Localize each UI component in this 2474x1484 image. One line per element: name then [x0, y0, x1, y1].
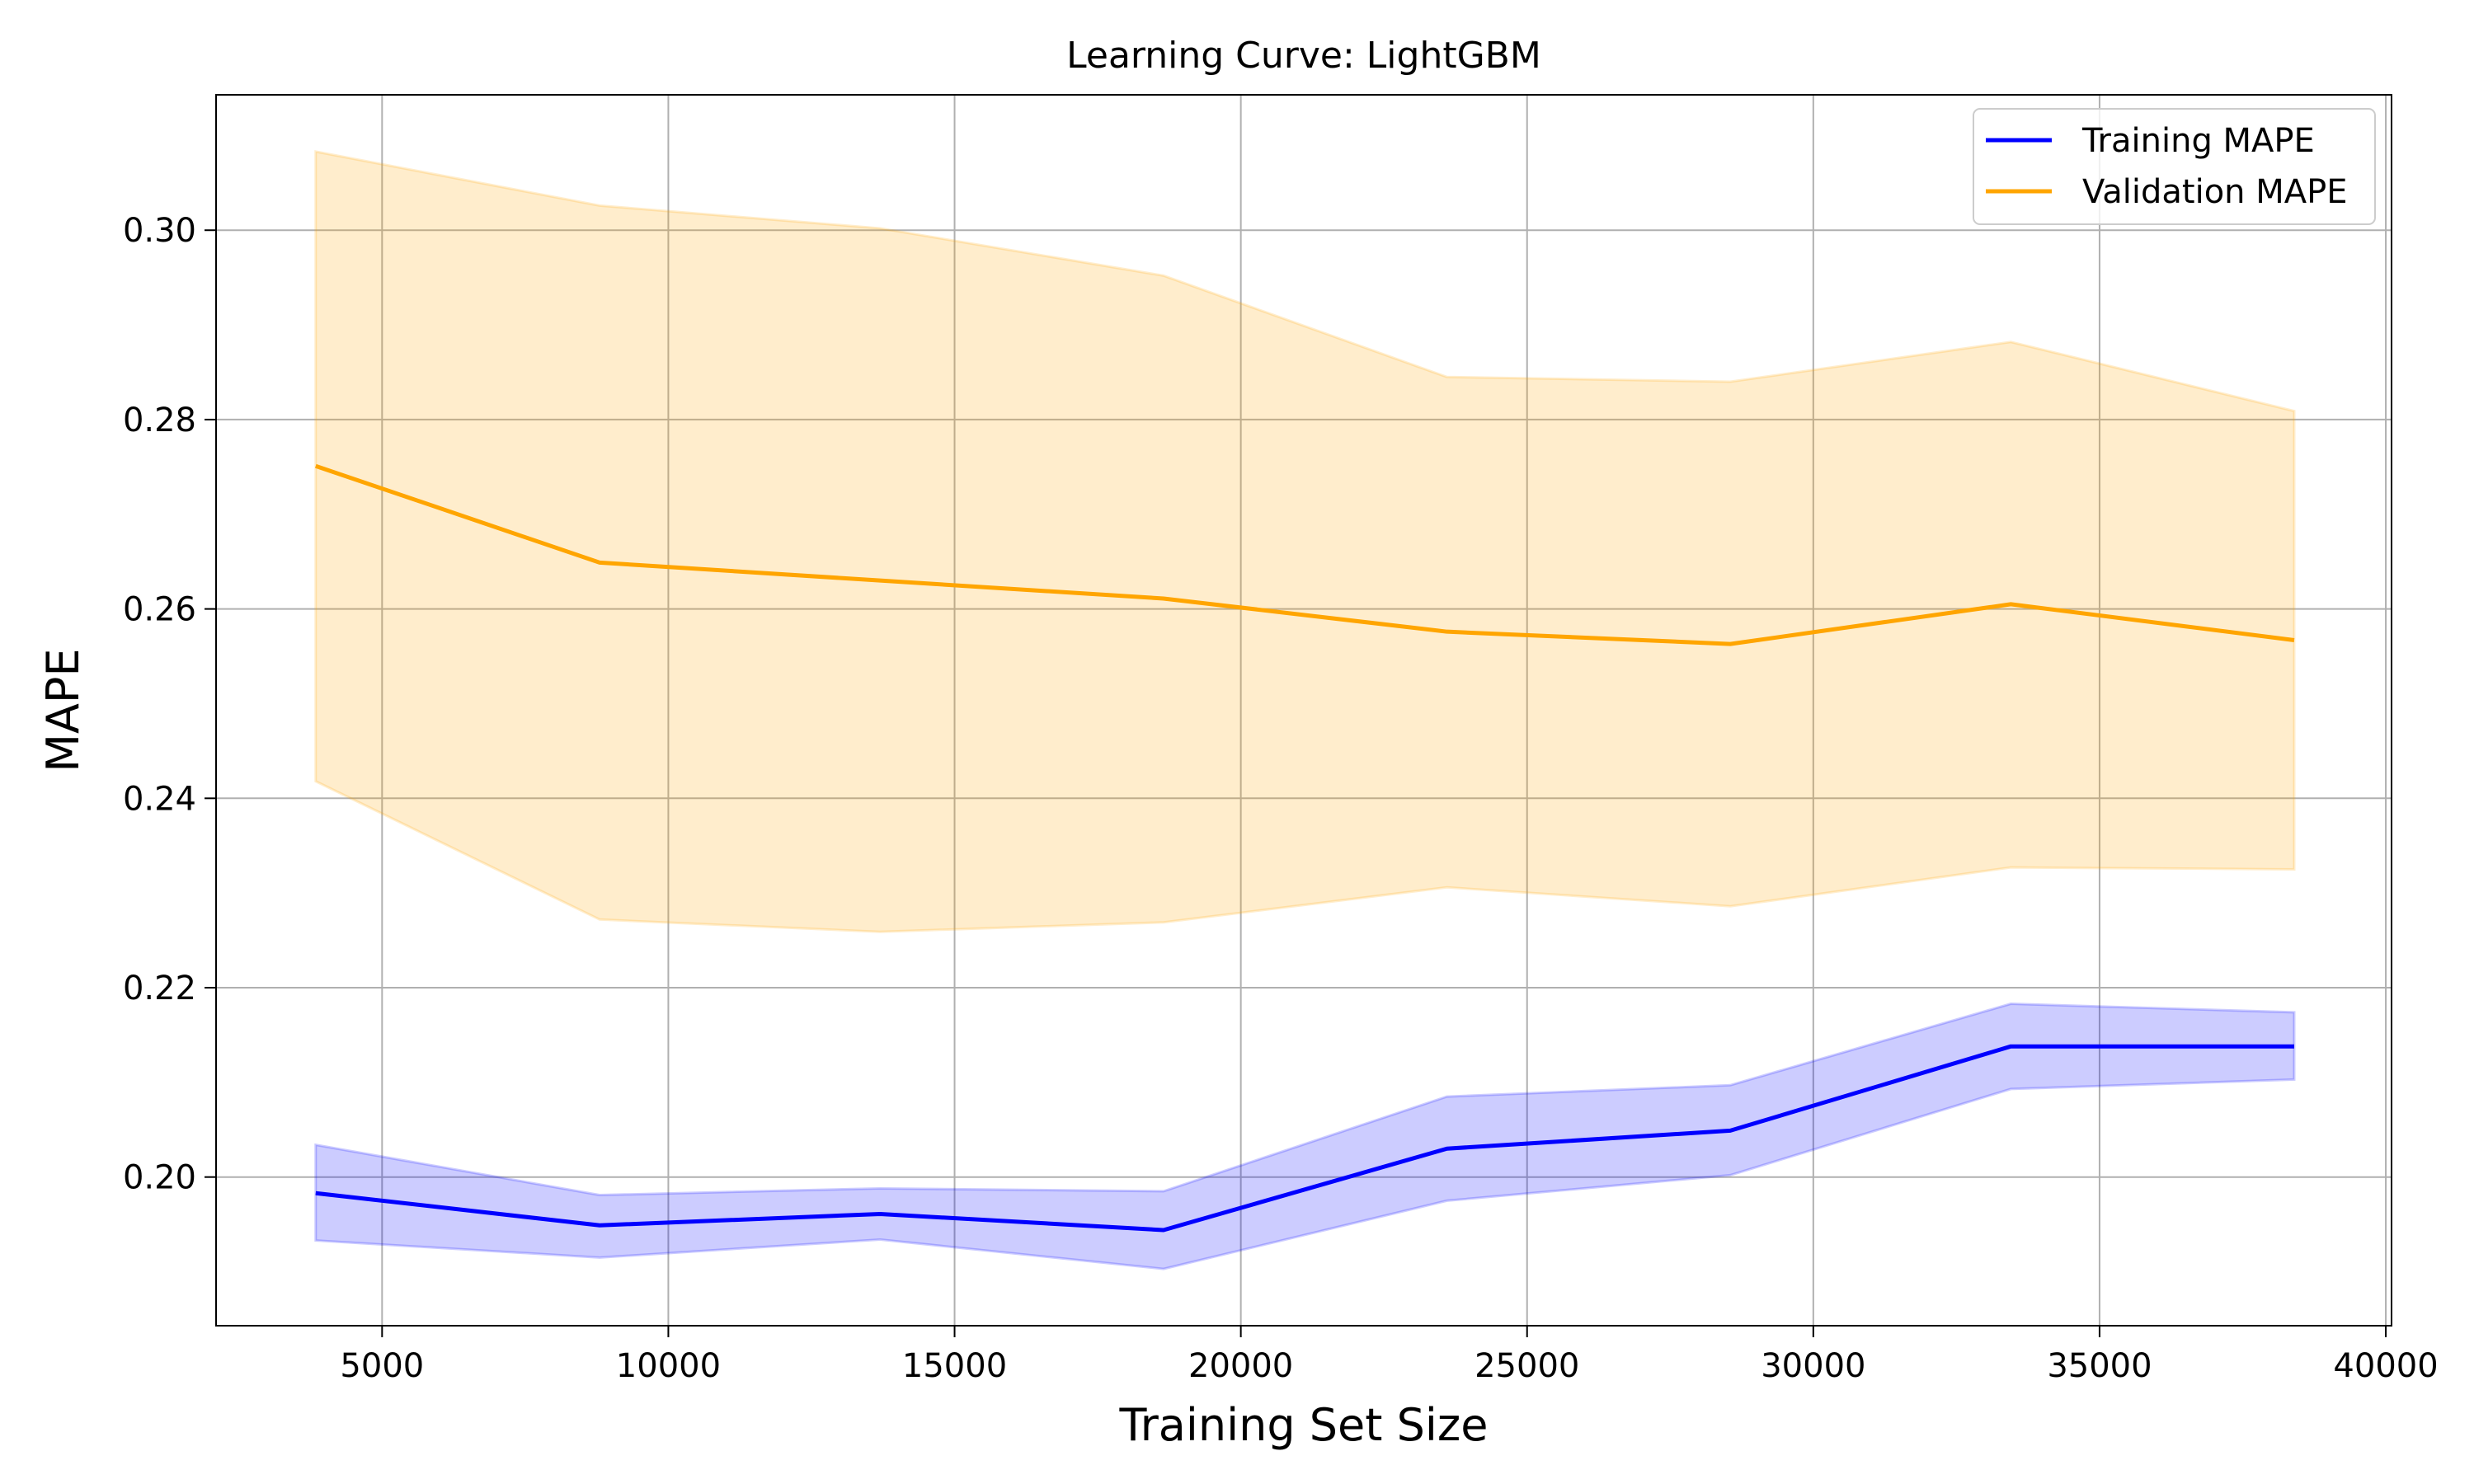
legend: Training MAPE Validation MAPE — [1973, 108, 2376, 225]
x-tick-label: 25000 — [1475, 1347, 1579, 1385]
confidence-bands — [314, 150, 2296, 1270]
x-axis-label: Training Set Size — [1119, 1399, 1489, 1451]
validation-mape-line — [314, 463, 2295, 646]
training-mape-line — [315, 1044, 2294, 1233]
validation-mape-band — [314, 150, 2296, 933]
x-tick-label: 40000 — [2333, 1347, 2438, 1385]
grid — [216, 95, 2392, 1326]
y-tick-label: 0.26 — [123, 591, 196, 629]
y-tick-label: 0.30 — [123, 212, 196, 250]
x-tick-label: 20000 — [1188, 1347, 1293, 1385]
y-tick-label: 0.22 — [123, 970, 196, 1007]
y-tick-label: 0.24 — [123, 780, 196, 818]
training-mape-legend-label: Training MAPE — [2081, 122, 2315, 160]
chart-title: Learning Curve: LightGBM — [1066, 35, 1541, 77]
x-tick-label: 10000 — [616, 1347, 721, 1385]
x-tick-label: 15000 — [902, 1347, 1007, 1385]
x-tick-label: 5000 — [340, 1347, 424, 1385]
validation-mape-legend-label: Validation MAPE — [2082, 173, 2348, 211]
x-tick-label: 35000 — [2047, 1347, 2152, 1385]
training-mape-band — [314, 1003, 2296, 1270]
y-axis-ticks: 0.20 0.22 0.24 0.26 0.28 0.30 — [123, 212, 216, 1197]
y-axis-label: MAPE — [37, 648, 89, 772]
x-tick-label: 30000 — [1761, 1347, 1865, 1385]
legend-box — [1973, 108, 2376, 225]
y-tick-label: 0.28 — [123, 402, 196, 439]
plot-frame — [215, 94, 2392, 1327]
y-tick-label: 0.20 — [123, 1159, 196, 1197]
x-axis-ticks: 5000 10000 15000 20000 25000 30000 35000 40000 — [340, 1326, 2439, 1385]
series-lines — [314, 463, 2295, 1233]
